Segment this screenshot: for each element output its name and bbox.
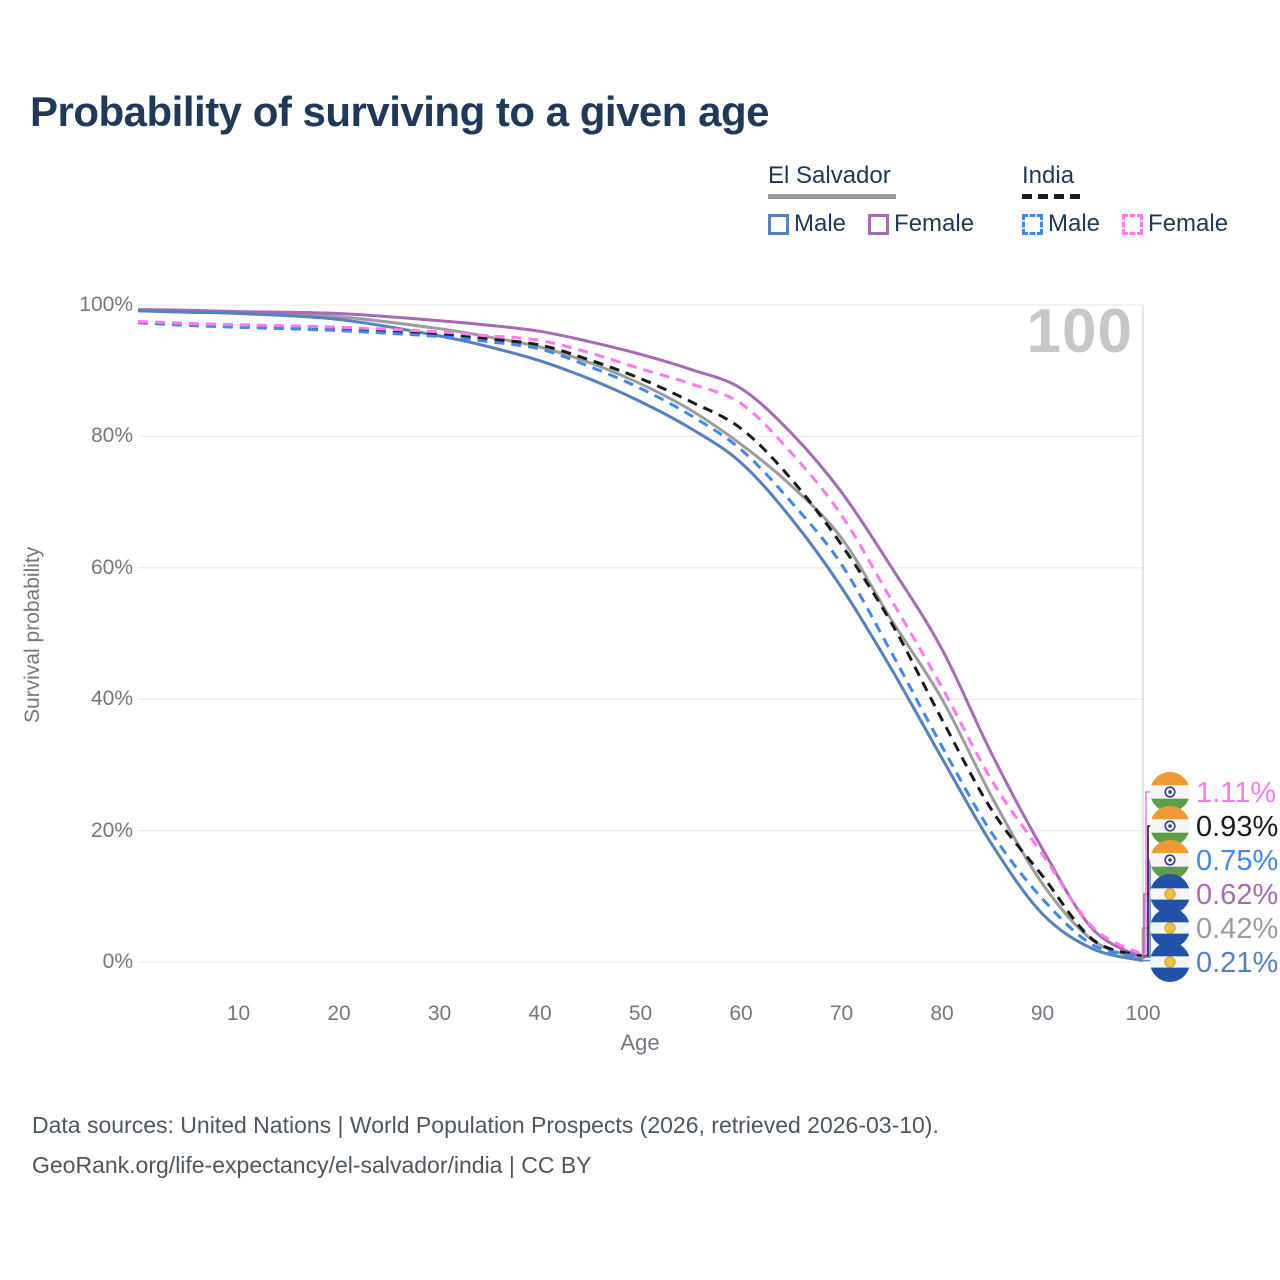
y-tick-label: 100% bbox=[79, 293, 133, 316]
x-axis-title: Age bbox=[620, 1030, 660, 1055]
legend-item-india-male[interactable]: Male bbox=[1022, 210, 1100, 238]
x-tick-label: 20 bbox=[327, 1002, 351, 1025]
legend-item-el-salvador-female[interactable]: Female bbox=[868, 210, 974, 238]
series-line-india-male[interactable] bbox=[137, 321, 1144, 959]
legend-label: Male bbox=[1048, 210, 1101, 238]
x-tick-label: 30 bbox=[427, 1002, 452, 1025]
india-female-swatch bbox=[1122, 213, 1144, 235]
el-salvador-line-style-swatch bbox=[768, 194, 896, 200]
y-tick-label: 0% bbox=[102, 950, 133, 973]
x-tick-label: 70 bbox=[829, 1002, 854, 1025]
india-flag-icon bbox=[1150, 840, 1190, 880]
legend-country-el-salvador[interactable]: El Salvador bbox=[768, 162, 891, 189]
el-salvador-flag-icon bbox=[1150, 908, 1190, 948]
y-tick-label: 60% bbox=[90, 555, 133, 579]
legend-label: Female bbox=[894, 210, 975, 238]
end-value-label: 0.93% bbox=[1196, 811, 1278, 843]
india-flag-icon bbox=[1150, 772, 1190, 812]
end-value-label: 0.75% bbox=[1196, 845, 1278, 877]
x-tick-label: 90 bbox=[1030, 1002, 1055, 1025]
series-line-el-salvador-both[interactable] bbox=[137, 308, 1144, 961]
legend-item-el-salvador-male[interactable]: Male bbox=[768, 210, 846, 238]
x-tick-label: 50 bbox=[628, 1002, 653, 1025]
legend-group-india: India Male Female bbox=[1022, 162, 1228, 238]
legend-label: Male bbox=[794, 210, 847, 238]
legend-group-el-salvador: El Salvador Male Female bbox=[768, 162, 974, 238]
x-tick-label: 80 bbox=[930, 1002, 954, 1025]
india-line-style-swatch bbox=[1022, 194, 1080, 200]
footer: Data sources: United Nations | World Pop… bbox=[32, 1106, 939, 1185]
el-salvador-flag-icon bbox=[1150, 942, 1190, 982]
end-value-label: 0.62% bbox=[1196, 879, 1278, 911]
y-tick-label: 20% bbox=[90, 818, 133, 842]
el-salvador-female-swatch bbox=[868, 213, 890, 235]
end-label-leader bbox=[1143, 791, 1152, 956]
y-tick-label: 80% bbox=[90, 424, 133, 448]
india-male-swatch bbox=[1022, 213, 1043, 235]
footer-attribution: GeoRank.org/life-expectancy/el-salvador/… bbox=[32, 1151, 592, 1178]
end-value-label: 1.11% bbox=[1196, 777, 1276, 809]
series-line-india-both[interactable] bbox=[137, 320, 1144, 958]
x-tick-label: 40 bbox=[528, 1002, 552, 1025]
series-line-india-female[interactable] bbox=[137, 319, 1144, 957]
x-tick-label: 10 bbox=[226, 1002, 251, 1025]
el-salvador-male-swatch bbox=[768, 213, 789, 235]
legend-label: Female bbox=[1148, 210, 1229, 238]
page-title: Probability of surviving to a given age bbox=[30, 88, 769, 135]
legend-item-india-female[interactable]: Female bbox=[1122, 210, 1228, 238]
end-value-label: 0.21% bbox=[1196, 947, 1278, 979]
series-line-el-salvador-male[interactable] bbox=[137, 309, 1144, 963]
x-tick-label: 60 bbox=[729, 1002, 753, 1025]
hover-age-watermark: 100 bbox=[1026, 297, 1133, 366]
legend-country-india[interactable]: India bbox=[1022, 162, 1075, 189]
y-tick-label: 40% bbox=[90, 687, 133, 711]
end-value-label: 0.42% bbox=[1196, 913, 1278, 945]
india-flag-icon bbox=[1150, 806, 1190, 846]
footer-sources: Data sources: United Nations | World Pop… bbox=[32, 1112, 939, 1138]
series-line-el-salvador-female[interactable] bbox=[137, 308, 1144, 960]
el-salvador-flag-icon bbox=[1150, 874, 1190, 914]
x-tick-label: 100 bbox=[1125, 1002, 1161, 1025]
